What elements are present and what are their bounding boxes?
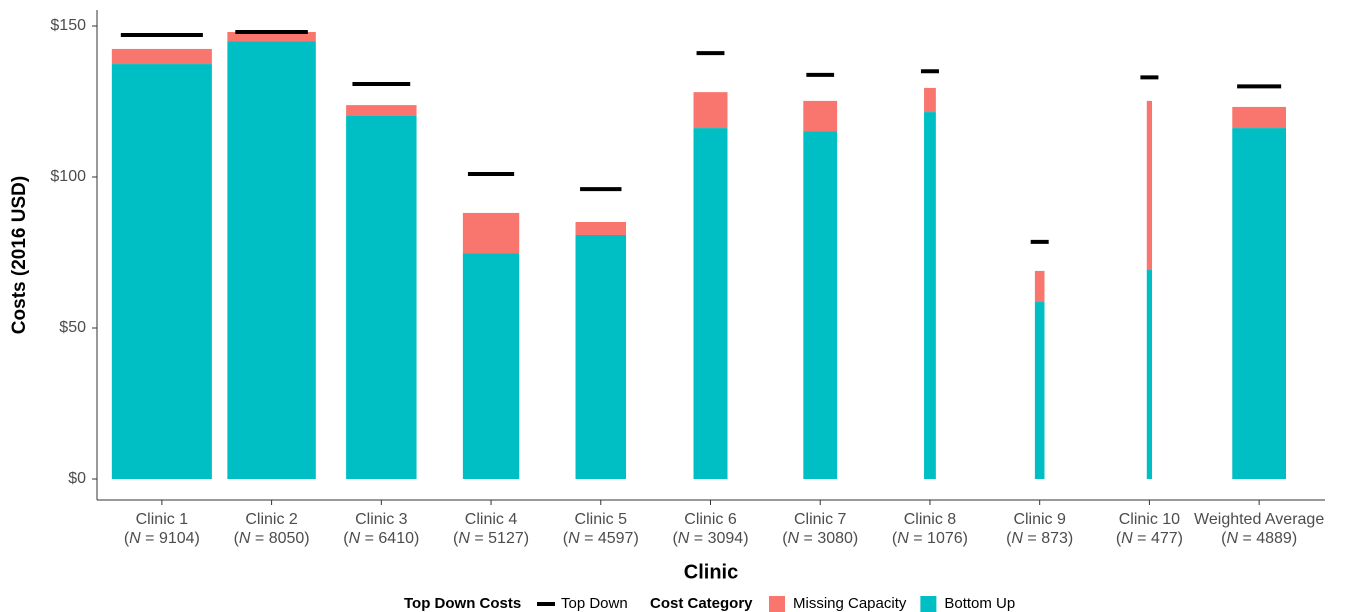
legend-swatch (920, 596, 937, 612)
x-tick-sublabel: (N = 4889) (1221, 530, 1297, 547)
x-tick-sublabel: (N = 3094) (672, 530, 748, 547)
x-tick-label: Clinic 7 (794, 511, 847, 528)
bar-segment (462, 212, 520, 254)
bar-segment (227, 32, 316, 42)
x-tick-label: Clinic 2 (245, 511, 298, 528)
x-tick-label: Clinic 1 (136, 511, 189, 528)
x-tick-label: Clinic 9 (1013, 511, 1066, 528)
legend-swatch (769, 596, 785, 612)
x-tick-label: Clinic 10 (1119, 511, 1180, 528)
bar-segment (924, 112, 936, 479)
x-tick-label: Weighted Average (1194, 511, 1324, 528)
x-tick-label: Clinic 5 (575, 511, 628, 528)
bar-segment (924, 87, 936, 113)
legend-label: Top Down (561, 595, 628, 612)
x-tick-sublabel: (N = 1076) (892, 530, 968, 547)
x-tick-sublabel: (N = 8050) (234, 530, 310, 547)
bar-segment (1232, 106, 1286, 129)
legend-title: Top Down Costs (404, 595, 521, 612)
y-axis-title: Costs (2016 USD) (9, 176, 30, 334)
bar-segment (346, 115, 417, 479)
bar-segment (462, 253, 520, 479)
y-tick-label: $50 (59, 319, 86, 336)
x-tick-label: Clinic 6 (684, 511, 737, 528)
bar-segment (111, 64, 212, 479)
y-tick-label: $0 (68, 470, 86, 487)
legend-label: Missing Capacity (793, 595, 907, 612)
bar-segment (1034, 270, 1045, 303)
bar-segment (1146, 100, 1153, 271)
x-tick-label: Clinic 8 (904, 511, 957, 528)
y-tick-label: $100 (50, 168, 86, 185)
x-tick-sublabel: (N = 3080) (782, 530, 858, 547)
bar-segment (575, 221, 627, 235)
bar-segment (1146, 270, 1153, 479)
x-tick-sublabel: (N = 9104) (124, 530, 200, 547)
x-tick-sublabel: (N = 5127) (453, 530, 529, 547)
x-tick-label: Clinic 3 (355, 511, 408, 528)
bar-segment (227, 41, 316, 479)
bar-segment (1232, 128, 1286, 480)
y-tick-label: $150 (50, 17, 86, 34)
legend-label: Bottom Up (944, 595, 1015, 612)
bar-segment (346, 105, 417, 116)
x-axis-title: Clinic (684, 561, 738, 583)
bar-segment (1034, 302, 1045, 479)
bar-segment (575, 234, 627, 479)
x-tick-sublabel: (N = 6410) (343, 530, 419, 547)
legend-title: Cost Category (650, 595, 753, 612)
x-tick-sublabel: (N = 4597) (563, 530, 639, 547)
bar-segment (693, 92, 728, 129)
x-tick-sublabel: (N = 477) (1116, 530, 1183, 547)
bar-segment (111, 48, 212, 65)
bar-segment (803, 100, 838, 132)
x-tick-label: Clinic 4 (465, 511, 518, 528)
x-tick-sublabel: (N = 873) (1006, 530, 1073, 547)
bar-segment (803, 131, 838, 479)
bar-segment (693, 128, 728, 480)
